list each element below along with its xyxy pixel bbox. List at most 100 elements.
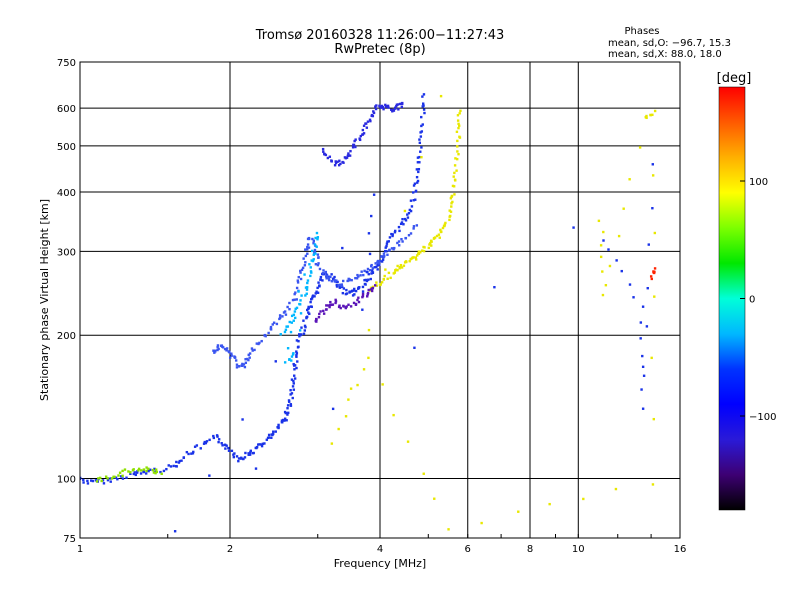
- data-point: [375, 265, 378, 269]
- data-point: [365, 126, 369, 129]
- data-point: [216, 344, 220, 347]
- data-point: [244, 451, 247, 455]
- data-point: [415, 175, 419, 179]
- data-point: [240, 364, 244, 367]
- data-point: [628, 283, 632, 286]
- data-point: [147, 467, 150, 470]
- data-point: [651, 207, 654, 210]
- data-point: [391, 234, 394, 238]
- data-point: [615, 259, 618, 262]
- data-point: [390, 108, 393, 111]
- data-point: [393, 271, 397, 274]
- data-point: [396, 103, 400, 106]
- data-point: [217, 438, 221, 441]
- data-point: [341, 291, 345, 295]
- data-point: [249, 449, 252, 452]
- chart-title: Tromsø 20160328 11:26:00−11:27:43: [255, 28, 505, 43]
- data-point: [412, 225, 416, 228]
- data-point: [89, 479, 93, 482]
- x-tick-label: 1: [77, 544, 83, 555]
- data-point: [360, 270, 363, 273]
- data-point: [376, 264, 379, 267]
- data-point: [95, 480, 99, 483]
- data-point: [252, 451, 255, 455]
- data-point: [312, 239, 316, 242]
- data-point: [451, 184, 455, 188]
- data-point: [318, 267, 322, 271]
- data-point: [357, 275, 360, 278]
- data-point: [225, 347, 229, 350]
- data-point: [422, 472, 425, 475]
- data-point: [381, 383, 384, 386]
- data-point: [597, 219, 601, 223]
- data-point: [303, 273, 306, 276]
- x-tick-label: 10: [572, 544, 585, 555]
- data-point: [414, 258, 418, 261]
- data-point: [290, 392, 294, 395]
- data-point: [290, 355, 294, 358]
- data-point: [220, 442, 223, 445]
- data-point: [302, 257, 305, 260]
- data-point: [304, 254, 308, 258]
- data-point: [337, 427, 340, 431]
- data-point: [421, 249, 424, 252]
- data-point: [448, 218, 451, 222]
- data-point: [233, 356, 237, 359]
- data-point: [169, 465, 173, 468]
- data-point: [314, 292, 317, 295]
- data-point: [334, 298, 337, 302]
- data-point: [458, 135, 461, 138]
- data-point: [131, 469, 135, 472]
- data-point: [354, 276, 357, 280]
- data-point: [375, 284, 378, 287]
- data-point: [295, 339, 299, 342]
- data-point: [379, 283, 382, 286]
- data-point: [155, 470, 159, 474]
- colorbar-tick-label: 100: [749, 177, 768, 188]
- data-point: [365, 270, 369, 274]
- data-point: [316, 291, 320, 294]
- data-point: [454, 157, 457, 160]
- data-point: [413, 346, 416, 349]
- data-point: [290, 321, 294, 324]
- data-point: [415, 168, 419, 171]
- data-point: [364, 122, 368, 125]
- data-point: [389, 276, 392, 280]
- data-point: [386, 277, 389, 280]
- data-point: [443, 223, 447, 226]
- data-point: [301, 266, 305, 270]
- data-point: [361, 285, 365, 289]
- data-point: [225, 349, 228, 352]
- data-point: [447, 528, 450, 531]
- data-point: [310, 297, 314, 300]
- data-point: [341, 246, 344, 250]
- data-point: [315, 231, 319, 235]
- data-point: [180, 459, 183, 462]
- data-point: [400, 221, 404, 224]
- data-point: [303, 264, 307, 267]
- data-point: [480, 521, 483, 525]
- data-point: [328, 155, 332, 158]
- data-point: [404, 219, 408, 222]
- data-point: [311, 237, 314, 241]
- data-point: [412, 199, 415, 202]
- data-point: [651, 163, 654, 166]
- data-point: [311, 294, 315, 297]
- data-point: [363, 278, 366, 282]
- data-point: [411, 191, 415, 194]
- data-point: [304, 325, 307, 329]
- data-point: [376, 268, 379, 271]
- data-point: [649, 113, 652, 117]
- data-point: [357, 296, 360, 299]
- data-point: [416, 156, 420, 159]
- data-point: [402, 223, 405, 226]
- data-point: [382, 252, 386, 255]
- data-point: [193, 445, 197, 448]
- data-point: [247, 452, 250, 455]
- data-point: [412, 256, 415, 259]
- data-point: [121, 474, 124, 477]
- data-point: [449, 197, 453, 200]
- data-point: [330, 280, 334, 283]
- data-point: [361, 290, 365, 293]
- data-point: [152, 471, 156, 474]
